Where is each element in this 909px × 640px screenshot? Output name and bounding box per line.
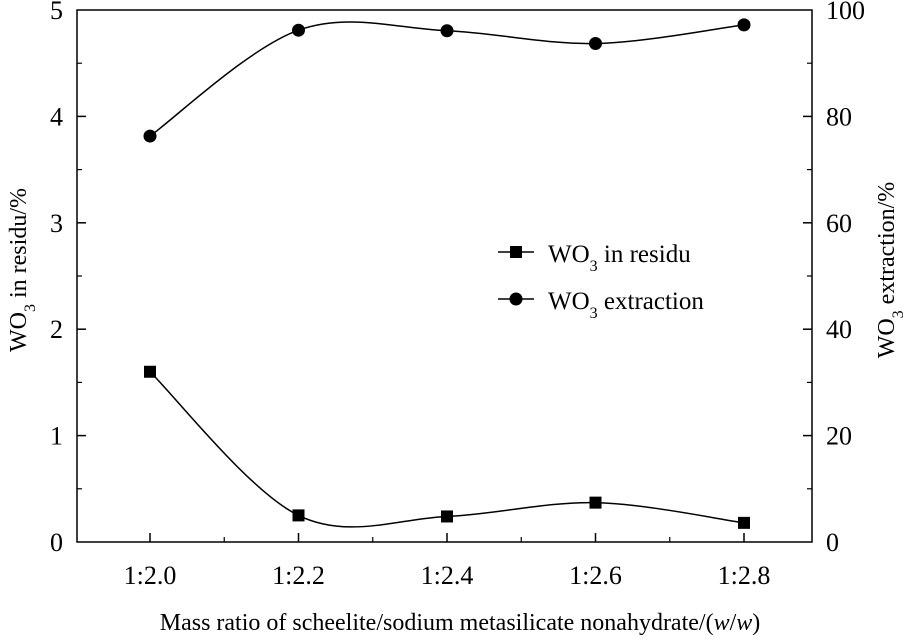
legend-label-extraction: WO3 extraction	[548, 288, 704, 322]
data-point-square	[144, 365, 156, 378]
data-point-square	[589, 496, 602, 509]
data-point-circle	[292, 23, 305, 37]
data-point-square	[292, 509, 305, 522]
x-tick-label: 1:2.4	[421, 561, 474, 590]
data-point-circle	[589, 37, 602, 51]
x-tick-label: 1:2.6	[569, 561, 622, 590]
right-tick-label: 40	[826, 315, 852, 344]
legend-label-residu: WO3 in residu	[548, 241, 691, 275]
plot-border	[76, 9, 813, 543]
data-point-square	[738, 516, 750, 529]
data-point-circle	[737, 18, 751, 32]
data-point-circle	[143, 129, 157, 143]
right-tick-label: 60	[826, 209, 852, 238]
legend: WO3 in residu WO3 extraction	[498, 241, 704, 322]
x-axis-title: Mass ratio of scheelite/sodium metasilic…	[160, 610, 761, 636]
left-tick-label: 5	[50, 0, 63, 25]
right-y-axis: 0 20 40 60 80 100	[803, 0, 865, 557]
x-tick-label: 1:2.2	[272, 561, 325, 590]
left-tick-label: 4	[50, 102, 63, 131]
x-tick-label: 1:2.0	[124, 561, 177, 590]
right-tick-label: 80	[826, 102, 852, 131]
legend-marker-extraction	[509, 292, 523, 306]
series-line	[149, 21, 745, 137]
y-axis-right-title: WO3 extraction/%	[874, 182, 907, 359]
left-tick-label: 2	[50, 315, 63, 344]
left-tick-label: 0	[50, 528, 63, 557]
series-extraction	[143, 18, 751, 143]
data-point-circle	[440, 24, 454, 38]
x-tick-label: 1:2.8	[718, 561, 771, 590]
left-y-axis: 0 1 2 3 4 5	[50, 0, 86, 557]
x-axis: 1:2.0 1:2.2 1:2.4 1:2.6 1:2.8	[124, 533, 771, 590]
series-line	[149, 371, 745, 528]
right-tick-label: 100	[826, 0, 865, 25]
legend-marker-residu	[510, 246, 522, 258]
series-layer	[143, 18, 751, 529]
left-tick-label: 1	[50, 422, 63, 451]
series-residu	[144, 365, 750, 529]
data-point-square	[441, 510, 453, 523]
y-axis-left-title: WO3 in residu/%	[6, 188, 39, 352]
left-tick-label: 3	[50, 209, 63, 238]
right-tick-label: 20	[826, 422, 852, 451]
plot-frame	[76, 9, 813, 543]
right-tick-label: 0	[826, 528, 839, 557]
